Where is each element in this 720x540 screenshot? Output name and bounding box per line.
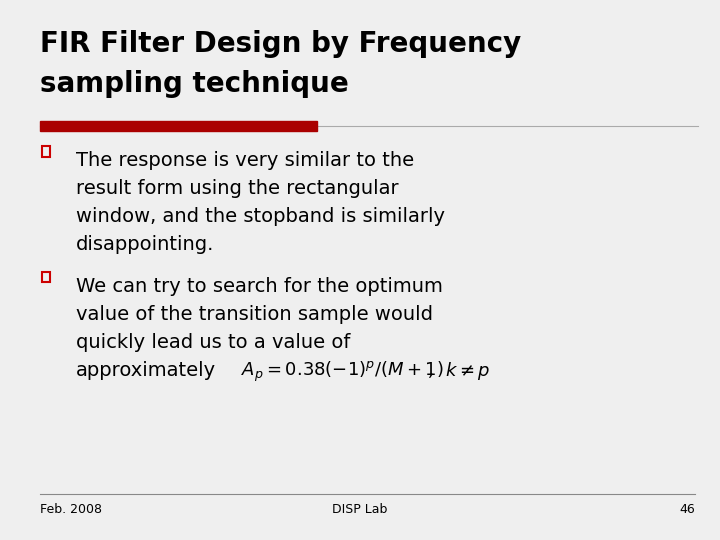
Text: ,  $k \neq p$: , $k \neq p$ bbox=[428, 360, 490, 382]
Text: The response is very similar to the: The response is very similar to the bbox=[76, 151, 414, 170]
Text: DISP Lab: DISP Lab bbox=[333, 503, 387, 516]
Bar bbox=[40, 121, 317, 131]
Bar bbox=[42, 272, 50, 282]
Text: Feb. 2008: Feb. 2008 bbox=[40, 503, 102, 516]
Text: window, and the stopband is similarly: window, and the stopband is similarly bbox=[76, 207, 445, 226]
Text: quickly lead us to a value of: quickly lead us to a value of bbox=[76, 333, 350, 352]
Text: sampling technique: sampling technique bbox=[40, 70, 348, 98]
Text: disappointing.: disappointing. bbox=[76, 235, 214, 254]
Text: approximately: approximately bbox=[76, 361, 216, 380]
Text: We can try to search for the optimum: We can try to search for the optimum bbox=[76, 277, 443, 296]
Bar bbox=[42, 146, 50, 157]
Text: value of the transition sample would: value of the transition sample would bbox=[76, 305, 433, 324]
Text: FIR Filter Design by Frequency: FIR Filter Design by Frequency bbox=[40, 30, 521, 58]
Text: $A_p = 0.38(-1)^p/(M+1)$: $A_p = 0.38(-1)^p/(M+1)$ bbox=[241, 360, 444, 384]
Text: result form using the rectangular: result form using the rectangular bbox=[76, 179, 398, 198]
Text: 46: 46 bbox=[679, 503, 695, 516]
